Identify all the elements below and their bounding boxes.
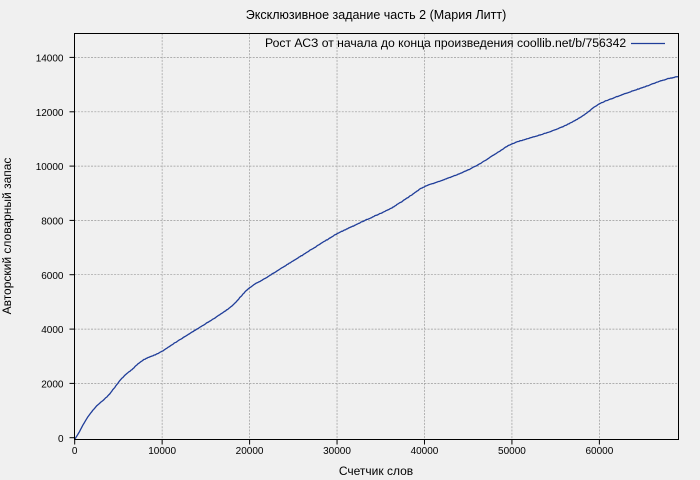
svg-text:12000: 12000	[36, 108, 64, 119]
svg-text:20000: 20000	[236, 446, 264, 457]
svg-text:10000: 10000	[148, 446, 176, 457]
svg-text:4000: 4000	[41, 325, 64, 336]
svg-text:10000: 10000	[36, 162, 64, 173]
svg-text:Авторский словарный запас: Авторский словарный запас	[0, 158, 14, 315]
svg-text:30000: 30000	[323, 446, 351, 457]
svg-text:2000: 2000	[41, 380, 64, 391]
svg-text:0: 0	[58, 434, 64, 445]
svg-text:8000: 8000	[41, 217, 64, 228]
svg-text:60000: 60000	[585, 446, 613, 457]
svg-text:40000: 40000	[411, 446, 439, 457]
svg-text:50000: 50000	[498, 446, 526, 457]
svg-text:14000: 14000	[36, 54, 64, 65]
svg-text:0: 0	[72, 446, 78, 457]
svg-text:6000: 6000	[41, 271, 64, 282]
svg-text:Счетчик слов: Счетчик слов	[339, 464, 413, 478]
svg-text:Рост АСЗ от начала до конца пр: Рост АСЗ от начала до конца произведения…	[265, 36, 626, 50]
svg-text:Эксклюзивное задание часть 2 (: Эксклюзивное задание часть 2 (Мария Литт…	[246, 8, 507, 22]
